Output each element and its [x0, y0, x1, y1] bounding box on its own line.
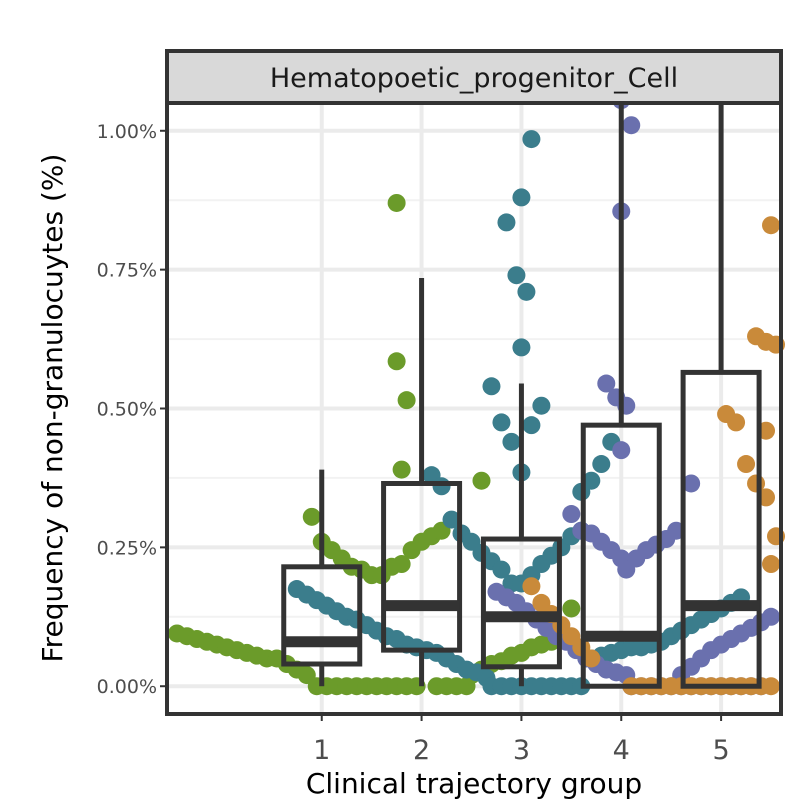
- point-group-3: [682, 474, 701, 493]
- point-group-1: [302, 507, 321, 526]
- x-tick-label: 3: [513, 735, 530, 766]
- point-group-2: [522, 416, 541, 435]
- point-group-2: [512, 188, 531, 207]
- facet-title: Hematopoetic_progenitor_Cell: [270, 63, 678, 94]
- point-group-4: [762, 555, 781, 574]
- point-group-2: [512, 338, 531, 357]
- y-tick-label: 0.00%: [97, 676, 157, 698]
- y-tick-label: 0.75%: [97, 260, 157, 282]
- point-group-3: [597, 374, 616, 393]
- point-group-4: [727, 413, 746, 432]
- y-tick-label: 0.25%: [97, 537, 157, 559]
- point-group-3: [762, 607, 781, 626]
- point-group-1: [397, 391, 416, 410]
- point-group-1: [392, 555, 411, 574]
- point-group-2: [482, 377, 501, 396]
- point-group-4: [762, 216, 781, 235]
- x-tick-label: 2: [413, 735, 430, 766]
- point-group-1: [472, 471, 491, 490]
- point-group-2: [502, 432, 521, 451]
- boxplot-group-4: [580, 103, 662, 689]
- point-group-2: [592, 455, 611, 474]
- point-group-2: [582, 471, 601, 490]
- y-axis-title: Frequency of non-granulocuytes (%): [36, 154, 69, 663]
- x-tick-label: 1: [313, 735, 330, 766]
- facet-strip: [165, 49, 783, 105]
- boxplot-group-1: [281, 469, 363, 687]
- y-tick-label: 1.00%: [97, 121, 157, 143]
- point-group-2: [432, 477, 451, 496]
- point-group-1: [387, 193, 406, 212]
- point-group-1: [387, 352, 406, 371]
- boxes-layer: [281, 103, 762, 689]
- box-iqr: [281, 564, 363, 667]
- point-group-2: [532, 396, 551, 415]
- boxplot-group-5: [680, 103, 762, 689]
- point-group-3: [562, 505, 581, 524]
- point-group-2: [492, 413, 511, 432]
- point-group-4: [762, 677, 781, 696]
- point-group-3: [622, 116, 641, 135]
- box-iqr: [680, 369, 762, 689]
- point-group-2: [442, 510, 461, 529]
- boxplot-group-2: [381, 277, 463, 687]
- box-iqr: [480, 536, 562, 670]
- x-axis: 1 2 3 4 5: [313, 714, 730, 766]
- point-group-2: [517, 282, 536, 301]
- box-iqr: [381, 480, 463, 653]
- point-group-1: [392, 460, 411, 479]
- point-group-2: [492, 560, 511, 579]
- x-tick-label: 5: [713, 735, 730, 766]
- boxplot-group-3: [480, 383, 562, 687]
- point-group-4: [737, 455, 756, 474]
- point-group-4: [582, 649, 601, 668]
- box-iqr: [580, 422, 662, 689]
- point-group-3: [612, 441, 631, 460]
- x-tick-label: 4: [613, 735, 630, 766]
- y-tick-label: 0.50%: [97, 399, 157, 421]
- x-axis-title: Clinical trajectory group: [306, 767, 642, 800]
- point-group-1: [562, 599, 581, 618]
- y-axis: 0.00% 0.25% 0.50% 0.75% 1.00%: [97, 121, 167, 698]
- point-group-2: [522, 130, 541, 149]
- point-group-2: [507, 266, 526, 285]
- point-group-4: [522, 577, 541, 596]
- point-group-2: [497, 213, 516, 232]
